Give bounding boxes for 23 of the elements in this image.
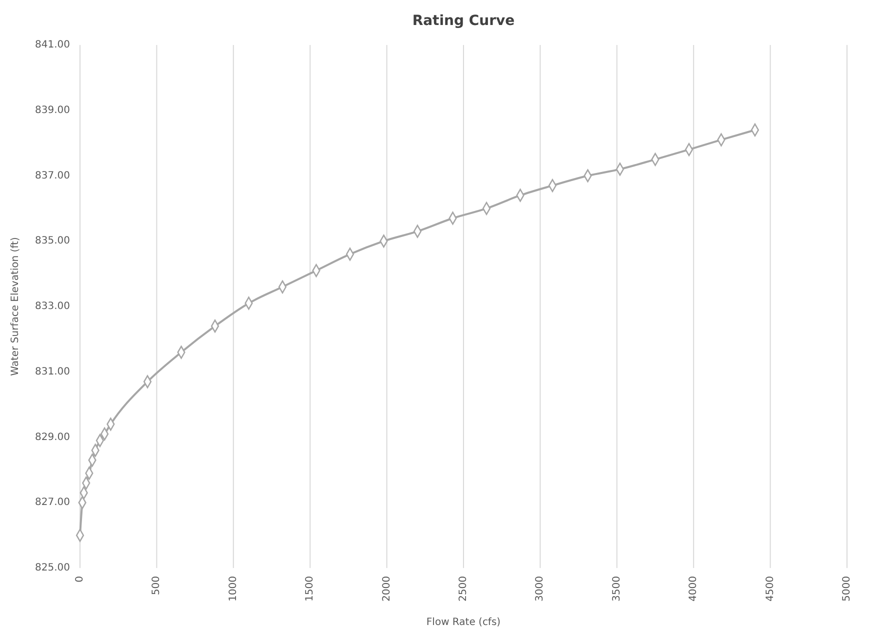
- x-tick-label: 4000: [688, 576, 700, 602]
- x-tick-label: 3500: [611, 576, 622, 602]
- y-tick-label: 841.00: [35, 40, 70, 50]
- x-tick-label: 4500: [764, 576, 776, 602]
- x-tick-label: 2000: [381, 576, 392, 602]
- y-tick-label: 833.00: [35, 301, 70, 312]
- x-tick-label: 5000: [842, 576, 852, 602]
- x-tick-label: 2500: [458, 576, 469, 602]
- y-tick-label: 829.00: [35, 432, 70, 443]
- chart-title: Rating Curve: [412, 13, 515, 29]
- y-tick-label: 839.00: [35, 104, 70, 116]
- y-axis-title: Water Surface Elevation (ft): [10, 237, 21, 376]
- y-tick-label: 831.00: [35, 366, 70, 378]
- x-tick-label: 500: [151, 576, 162, 596]
- x-tick-label: 1500: [304, 576, 316, 602]
- x-tick-label: 1000: [228, 576, 239, 602]
- x-tick-label: 3000: [534, 576, 546, 602]
- x-tick-label: 0: [74, 576, 86, 582]
- y-tick-label: 837.00: [35, 170, 70, 182]
- y-tick-label: 825.00: [35, 562, 70, 574]
- y-tick-label: 835.00: [35, 236, 70, 247]
- x-axis-title: Flow Rate (cfs): [426, 617, 501, 628]
- y-tick-label: 827.00: [35, 497, 70, 508]
